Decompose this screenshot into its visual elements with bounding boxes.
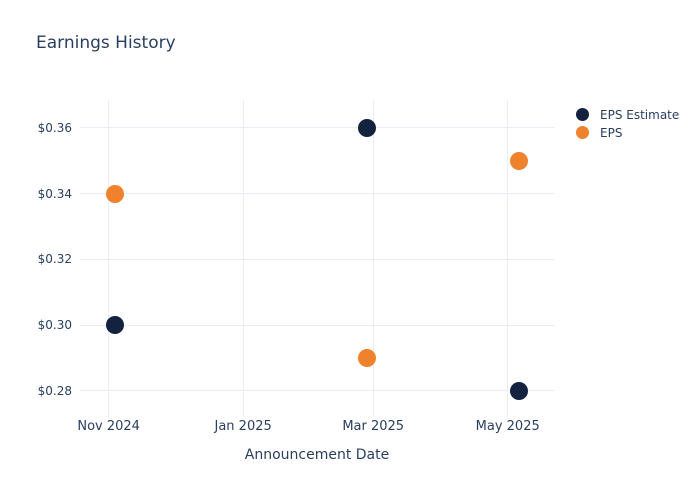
- x-gridline: [372, 100, 374, 417]
- x-gridline: [507, 100, 509, 417]
- y-tick-label: $0.36: [37, 120, 72, 135]
- y-gridline: [80, 258, 554, 260]
- legend: EPS Estimate EPS: [576, 107, 679, 140]
- x-tick-label: May 2025: [475, 419, 540, 434]
- point-eps-estimate[interactable]: [509, 381, 528, 400]
- legend-label-eps-estimate: EPS Estimate: [600, 107, 680, 122]
- point-eps[interactable]: [509, 151, 528, 170]
- y-tick-label: $0.34: [37, 186, 72, 201]
- legend-item-eps-estimate[interactable]: EPS Estimate: [576, 107, 679, 122]
- y-gridline: [80, 324, 554, 326]
- legend-item-eps[interactable]: EPS: [576, 125, 679, 140]
- x-tick-label: Nov 2024: [77, 419, 140, 434]
- eps-swatch-icon: [576, 126, 589, 139]
- x-axis-title: Announcement Date: [244, 447, 390, 463]
- y-tick-label: $0.30: [37, 318, 72, 333]
- x-gridline: [242, 100, 244, 417]
- point-eps[interactable]: [357, 348, 376, 367]
- x-tick-label: Jan 2025: [214, 419, 272, 434]
- y-tick-label: $0.28: [37, 383, 72, 398]
- x-gridline: [108, 100, 110, 417]
- point-eps-estimate[interactable]: [357, 118, 376, 137]
- point-eps-estimate[interactable]: [106, 316, 125, 335]
- legend-label-eps: EPS: [600, 125, 623, 140]
- x-tick-label: Mar 2025: [342, 419, 405, 434]
- y-gridline: [80, 390, 554, 392]
- point-eps[interactable]: [106, 184, 125, 203]
- y-gridline: [80, 193, 554, 195]
- y-tick-label: $0.32: [37, 252, 72, 267]
- plot-area[interactable]: [80, 100, 554, 417]
- y-gridline: [80, 127, 554, 129]
- eps-estimate-swatch-icon: [576, 108, 589, 121]
- chart-title: Earnings History: [36, 33, 176, 53]
